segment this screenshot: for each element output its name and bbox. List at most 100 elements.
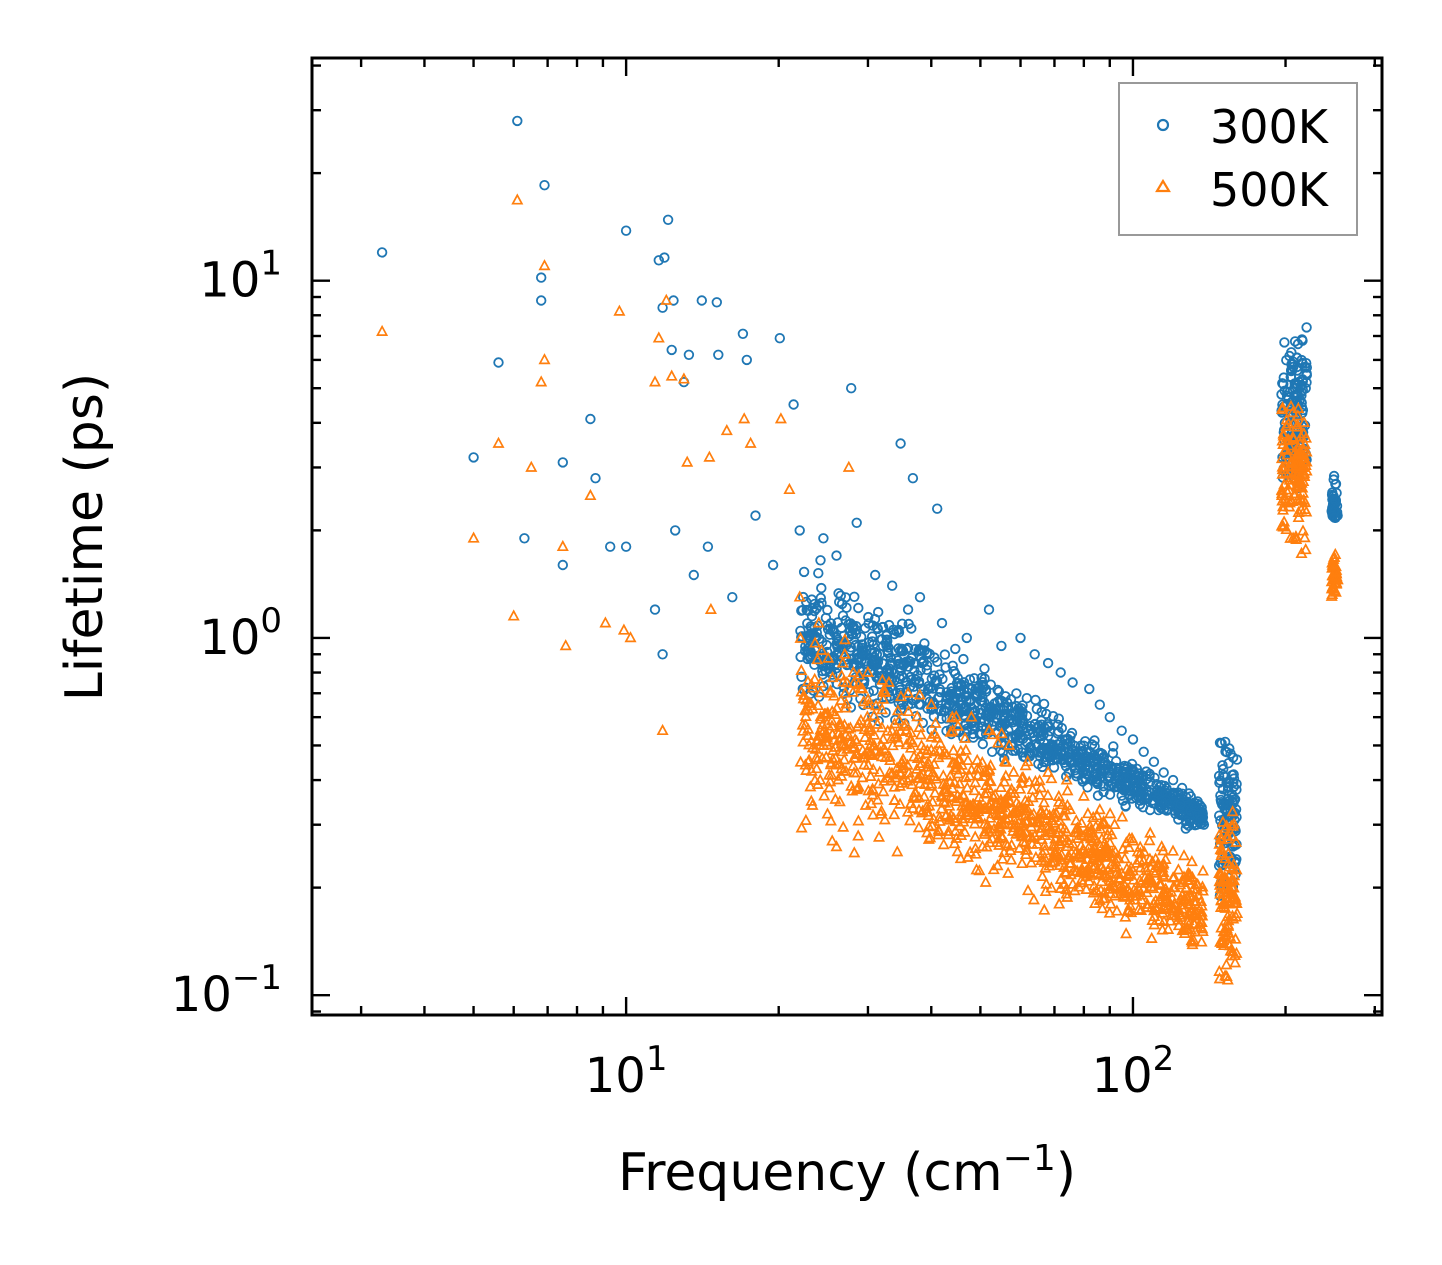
point-500k [888,717,901,729]
point-500k [1296,524,1310,536]
point-300k [1286,396,1298,408]
point-500k [1027,807,1040,819]
point-500k [1214,881,1227,894]
point-500k [905,733,918,745]
point-300k [853,602,864,614]
point-500k [1005,853,1018,865]
point-500k [1015,801,1028,813]
point-500k [915,756,928,768]
point-300k [1284,386,1296,398]
point-500k [829,751,842,763]
point-500k [839,686,852,698]
point-500k [1287,431,1300,444]
point-300k [1062,738,1074,749]
point-500k [827,689,841,701]
point-300k [964,683,975,694]
point-500k [525,460,538,472]
point-500k [895,761,908,773]
point-300k [1096,748,1108,760]
point-300k [914,592,926,603]
legend-box [1118,82,1358,236]
point-500k [1216,815,1229,827]
point-500k [1173,908,1187,920]
point-500k [929,716,942,728]
point-500k [1132,902,1145,914]
point-500k [914,728,927,740]
point-500k [1277,429,1290,441]
point-500k [1196,884,1209,896]
point-500k [885,732,898,744]
point-500k [1138,845,1151,857]
point-500k [947,744,960,756]
point-500k [1025,856,1038,868]
point-500k [978,817,991,829]
point-300k [915,653,927,664]
point-500k [906,801,919,813]
point-500k [941,785,954,797]
point-300k [872,623,884,635]
point-500k [1120,927,1133,939]
point-500k [1172,903,1186,915]
point-500k [902,766,916,778]
point-300k [1138,746,1149,758]
point-300k [796,671,807,683]
point-300k [832,640,843,651]
point-300k [881,640,892,652]
point-300k [1327,510,1338,522]
point-500k [1015,819,1028,831]
point-300k [702,541,714,552]
point-500k [928,757,941,769]
point-500k [934,736,947,748]
point-300k [803,632,814,643]
point-500k [1297,493,1310,505]
point-500k [1055,848,1068,860]
point-500k [1123,867,1136,879]
point-500k [1174,878,1187,890]
point-500k [883,766,896,778]
point-300k [1217,784,1229,795]
point-500k [824,814,837,826]
point-300k [932,656,943,668]
point-300k [845,625,856,637]
point-500k [817,724,830,736]
point-300k [788,399,799,410]
point-300k [816,582,827,594]
point-500k [1229,956,1242,968]
point-500k [802,738,816,750]
point-500k [892,735,905,747]
point-500k [1072,880,1085,892]
point-500k [1045,822,1058,835]
point-500k [1069,864,1082,876]
point-500k [1328,584,1341,596]
y-axis-label: Lifetime (ps) [55,373,115,701]
point-500k [1184,897,1197,909]
point-300k [1047,711,1059,722]
point-300k [1098,786,1109,798]
point-500k [884,774,898,786]
point-500k [1292,441,1305,453]
point-300k [901,644,912,655]
point-500k [1157,866,1170,878]
point-500k [1214,887,1227,899]
point-500k [1116,810,1129,822]
point-500k [992,832,1005,844]
point-300k [1217,760,1228,771]
point-500k [1282,483,1296,495]
point-500k [1182,913,1195,926]
point-500k [825,768,838,780]
point-300k [1197,808,1208,820]
point-300k [1286,347,1297,358]
point-500k [1292,475,1305,487]
point-500k [1019,847,1032,860]
point-300k [737,328,749,340]
point-300k [1106,781,1117,792]
point-500k [1095,818,1108,830]
point-500k [1154,878,1167,890]
point-500k [1278,515,1291,527]
point-500k [939,796,952,808]
point-500k [1326,558,1339,570]
point-500k [847,665,860,677]
point-500k [511,193,524,205]
point-300k [1226,789,1238,800]
point-300k [696,295,708,306]
